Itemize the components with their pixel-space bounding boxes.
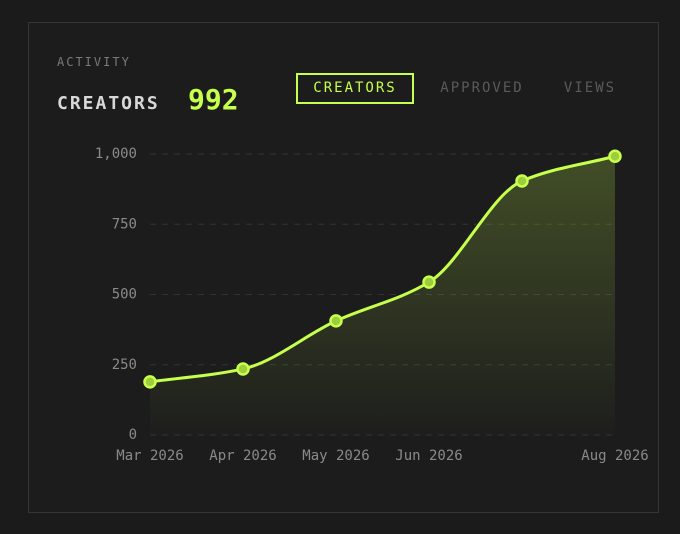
y-tick-label: 250 <box>112 357 137 373</box>
section-label: ACTIVITY <box>57 55 131 69</box>
point <box>422 275 436 289</box>
area <box>150 156 615 436</box>
y-tick-label: 1,000 <box>95 146 137 162</box>
metric-value: 992 <box>188 83 239 116</box>
tab[interactable]: APPROVED <box>440 80 524 96</box>
tab[interactable]: CREATORS <box>296 73 414 104</box>
point <box>143 375 157 389</box>
point <box>515 174 529 188</box>
x-tick-label: Jun 2026 <box>395 448 462 464</box>
metric-name: CREATORS <box>57 93 160 114</box>
x-tick-label: Mar 2026 <box>116 448 183 464</box>
y-tick-label: 750 <box>112 216 137 232</box>
tab[interactable]: VIEWS <box>563 80 617 96</box>
point <box>329 314 343 328</box>
x-tick-label: May 2026 <box>302 448 369 464</box>
point <box>236 362 250 376</box>
x-tick-label: Apr 2026 <box>209 448 276 464</box>
y-tick-label: 0 <box>129 427 137 443</box>
y-tick-label: 500 <box>112 287 137 303</box>
point <box>608 149 622 163</box>
x-tick-label: Aug 2026 <box>581 448 648 464</box>
